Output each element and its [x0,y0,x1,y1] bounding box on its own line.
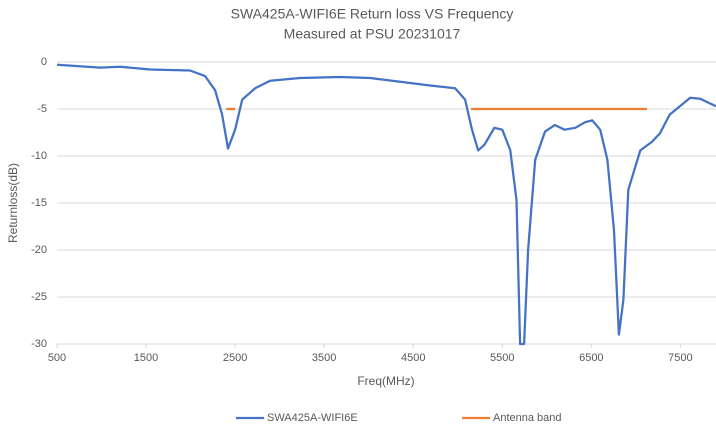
legend-label: SWA425A-WIFI6E [267,412,358,424]
plot-area [57,63,716,346]
y-tick-label: -20 [31,244,47,256]
y-axis-label: Returnloss(dB) [6,163,20,243]
x-tick-label: 5500 [490,352,514,364]
x-tick-label: 4500 [401,352,425,364]
legend-label: Antenna band [493,412,562,424]
x-tick-label: 3500 [312,352,336,364]
x-tick-label: 7500 [668,352,692,364]
y-tick-label: -10 [31,150,47,162]
x-tick-label: 500 [48,352,66,364]
x-axis-label: Freq(MHz) [357,374,414,388]
y-tick-label: -5 [37,103,47,115]
y-tick-label: -30 [31,338,47,350]
y-tick-label: -25 [31,291,47,303]
y-tick-label: 0 [41,56,47,68]
x-tick-label: 6500 [579,352,603,364]
chart-title: SWA425A-WIFI6E Return loss VS Frequency [231,6,514,22]
y-tick-label: -15 [31,197,47,209]
chart-subtitle: Measured at PSU 20231017 [284,26,461,42]
x-tick-label: 1500 [134,352,158,364]
x-tick-label: 2500 [223,352,247,364]
series-line [57,63,716,346]
